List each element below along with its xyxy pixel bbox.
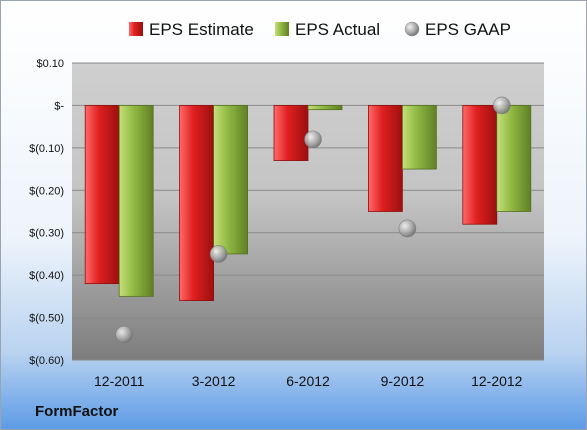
legend-label: EPS Estimate <box>149 20 254 39</box>
x-tick-label: 12-2011 <box>94 373 145 389</box>
y-tick-label: $- <box>54 100 64 112</box>
legend: EPS Estimate EPS Actual EPS GAAP <box>129 20 511 39</box>
bar-eps-actual <box>213 105 249 255</box>
legend-label: EPS GAAP <box>425 20 511 39</box>
y-tick-label: $(0.20) <box>29 185 64 197</box>
y-tick-label: $(0.10) <box>29 143 64 155</box>
x-axis-labels: 12-2011 3-2012 6-2012 9-2012 12-2012 <box>94 373 523 389</box>
point-eps-gaap <box>209 245 228 263</box>
bar-eps-actual <box>307 105 343 111</box>
x-tick-label: 6-2012 <box>286 373 330 389</box>
bars <box>84 105 532 302</box>
point-eps-gaap <box>115 325 133 344</box>
bar-eps-estimate <box>273 105 309 161</box>
x-tick-label: 9-2012 <box>381 373 425 389</box>
legend-swatch <box>129 22 143 36</box>
bar-eps-actual <box>401 105 437 170</box>
legend-swatch <box>275 22 289 36</box>
y-tick-label: $0.10 <box>36 58 64 70</box>
legend-label: EPS Actual <box>295 20 380 39</box>
point-eps-gaap <box>492 96 511 115</box>
bar-eps-estimate <box>462 105 498 225</box>
bar-eps-actual <box>118 105 154 297</box>
bar-eps-estimate <box>179 105 215 302</box>
x-tick-label: 12-2012 <box>471 373 523 389</box>
gaap-points <box>115 96 511 344</box>
bar-eps-estimate <box>84 105 120 285</box>
point-eps-gaap <box>398 219 417 238</box>
y-tick-label: $(0.40) <box>29 270 64 282</box>
company-name: FormFactor <box>35 403 119 420</box>
bar-eps-actual <box>496 105 532 212</box>
x-tick-label: 3-2012 <box>192 373 236 389</box>
y-tick-label: $(0.60) <box>29 355 64 367</box>
bar-eps-estimate <box>367 105 403 212</box>
point-eps-gaap <box>304 130 322 149</box>
legend-swatch <box>404 21 420 37</box>
y-tick-label: $(0.30) <box>29 228 64 240</box>
y-tick-label: $(0.50) <box>29 313 64 325</box>
y-axis-labels: $0.10 $- $(0.10) $(0.20) $(0.30) $(0.40) $(0.5… <box>29 58 64 367</box>
